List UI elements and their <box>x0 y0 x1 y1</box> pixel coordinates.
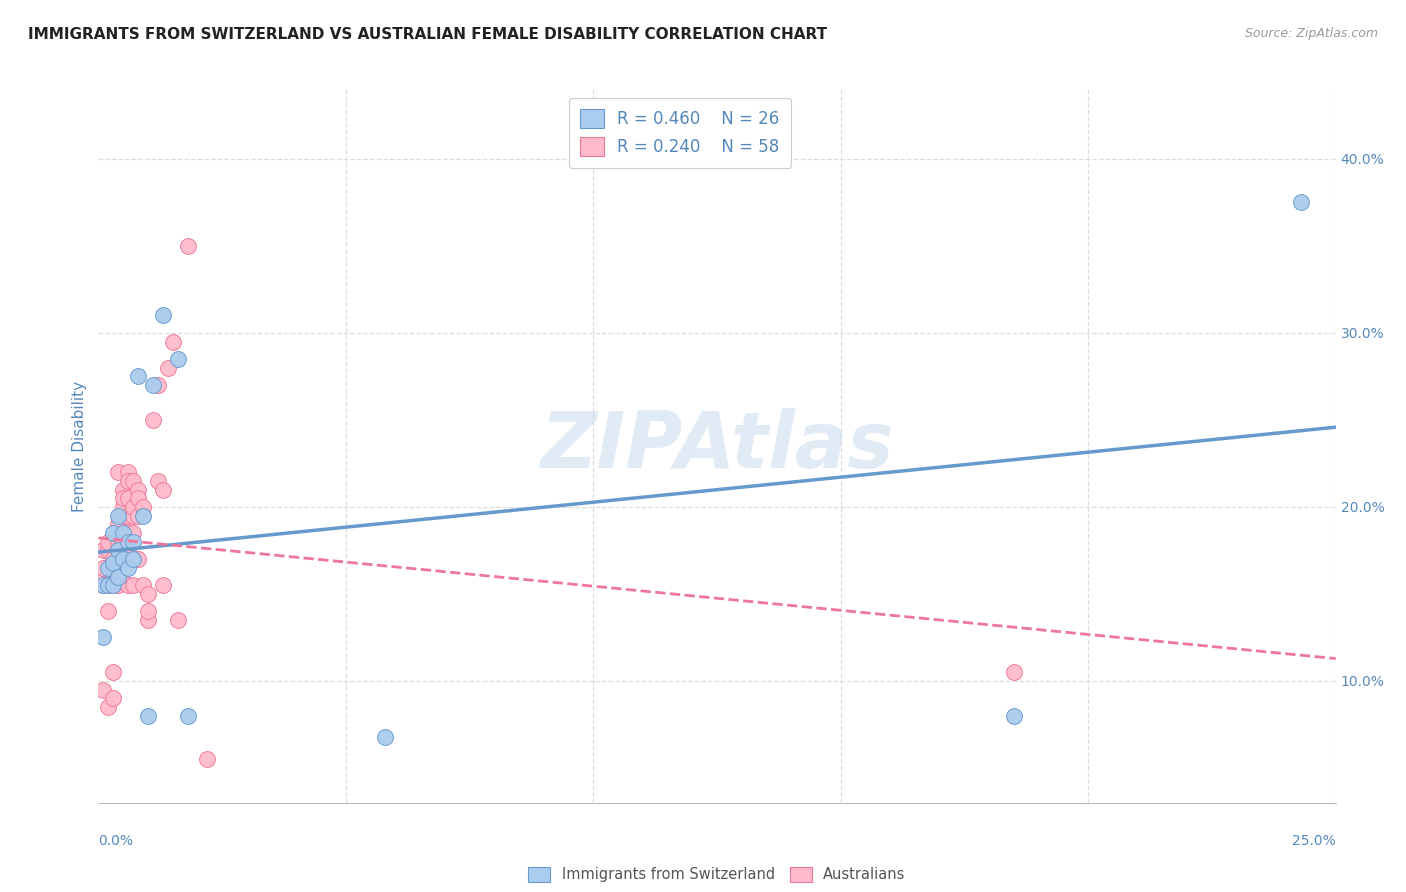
Point <box>156 360 179 375</box>
Point <box>97 604 120 618</box>
Point <box>93 578 115 592</box>
Point <box>103 578 125 592</box>
Point <box>97 543 120 558</box>
Point <box>176 708 198 723</box>
Point <box>107 552 129 566</box>
Point <box>93 543 115 558</box>
Point <box>132 508 155 523</box>
Point <box>97 578 120 592</box>
Text: Source: ZipAtlas.com: Source: ZipAtlas.com <box>1244 27 1378 40</box>
Legend: Immigrants from Switzerland, Australians: Immigrants from Switzerland, Australians <box>523 861 911 888</box>
Point <box>93 682 115 697</box>
Point <box>93 569 115 583</box>
Y-axis label: Female Disability: Female Disability <box>72 380 87 512</box>
Point <box>103 561 125 575</box>
Point <box>97 700 120 714</box>
Point <box>1289 195 1312 210</box>
Point <box>117 543 139 558</box>
Text: ZIPAtlas: ZIPAtlas <box>540 408 894 484</box>
Point <box>97 578 120 592</box>
Point <box>136 604 159 618</box>
Point <box>103 569 125 583</box>
Point <box>122 500 145 514</box>
Point <box>112 526 135 541</box>
Point <box>152 578 174 592</box>
Point <box>166 613 188 627</box>
Point <box>146 378 169 392</box>
Point <box>142 413 165 427</box>
Point <box>1002 708 1025 723</box>
Point <box>162 334 184 349</box>
Point <box>374 730 396 744</box>
Point <box>176 239 198 253</box>
Text: 25.0%: 25.0% <box>1292 834 1336 848</box>
Point <box>152 309 174 323</box>
Point <box>122 578 145 592</box>
Point <box>132 578 155 592</box>
Point <box>1002 665 1025 680</box>
Point <box>103 556 125 570</box>
Point <box>103 665 125 680</box>
Point <box>142 378 165 392</box>
Point <box>107 543 129 558</box>
Point <box>112 552 135 566</box>
Point <box>122 508 145 523</box>
Point <box>127 552 149 566</box>
Point <box>107 517 129 532</box>
Point <box>136 708 159 723</box>
Point <box>132 500 155 514</box>
Point <box>127 369 149 384</box>
Point <box>117 465 139 479</box>
Point <box>117 534 139 549</box>
Point <box>122 534 145 549</box>
Point <box>122 526 145 541</box>
Point <box>122 474 145 488</box>
Point <box>97 534 120 549</box>
Point <box>152 483 174 497</box>
Point <box>107 534 129 549</box>
Text: IMMIGRANTS FROM SWITZERLAND VS AUSTRALIAN FEMALE DISABILITY CORRELATION CHART: IMMIGRANTS FROM SWITZERLAND VS AUSTRALIA… <box>28 27 827 42</box>
Point <box>112 508 135 523</box>
Point <box>112 483 135 497</box>
Point <box>146 474 169 488</box>
Point <box>122 552 145 566</box>
Point <box>195 752 218 766</box>
Point <box>127 483 149 497</box>
Point <box>103 526 125 541</box>
Point <box>107 569 129 583</box>
Point <box>107 578 129 592</box>
Point <box>107 465 129 479</box>
Point <box>136 613 159 627</box>
Point <box>93 578 115 592</box>
Point <box>112 500 135 514</box>
Point <box>117 578 139 592</box>
Point <box>97 561 120 575</box>
Point <box>117 474 139 488</box>
Point <box>117 561 139 575</box>
Point <box>117 526 139 541</box>
Point <box>127 508 149 523</box>
Text: 0.0%: 0.0% <box>98 834 134 848</box>
Point <box>127 491 149 506</box>
Point <box>93 561 115 575</box>
Point <box>117 508 139 523</box>
Point <box>117 491 139 506</box>
Point <box>103 691 125 706</box>
Point <box>136 587 159 601</box>
Point <box>107 543 129 558</box>
Point <box>166 351 188 366</box>
Point <box>103 552 125 566</box>
Point <box>93 578 115 592</box>
Point <box>107 508 129 523</box>
Point <box>112 491 135 506</box>
Point <box>93 631 115 645</box>
